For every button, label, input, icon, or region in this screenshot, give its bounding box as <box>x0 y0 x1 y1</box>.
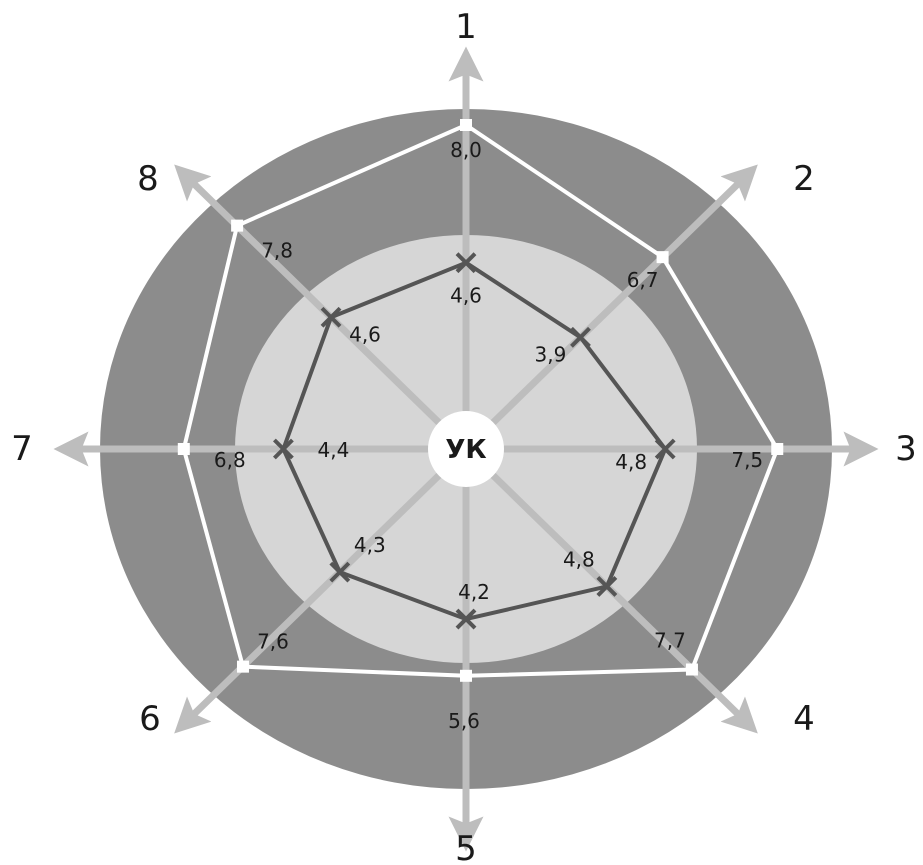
series-2-label-7: 4,4 <box>317 438 349 462</box>
series-1-label-5: 5,6 <box>448 709 480 733</box>
series-2-point-4 <box>596 576 618 597</box>
axis-line-6 <box>174 446 469 734</box>
series-1-label-7: 6,8 <box>214 448 246 472</box>
axis-number-7: 7 <box>11 429 33 469</box>
series-1-point-1 <box>460 119 472 131</box>
series-2-point-3 <box>654 438 676 460</box>
axis-number-6: 6 <box>139 699 161 739</box>
series-1-point-3 <box>771 443 784 455</box>
series-2-point-1 <box>455 252 477 274</box>
series-1-point-4 <box>685 663 698 676</box>
series-1-point-5 <box>460 669 472 682</box>
series-1-label-4: 7,7 <box>654 629 686 653</box>
series-2-point-2 <box>570 326 591 348</box>
series-2-label-8: 4,6 <box>349 322 381 346</box>
center-disc <box>428 411 504 487</box>
axis-numbers: 1 2 3 4 5 6 7 8 <box>11 7 917 865</box>
series-1-point-6 <box>236 660 249 673</box>
series <box>177 119 784 682</box>
series-1-label-2: 6,7 <box>627 268 659 292</box>
series-2-point-5 <box>455 608 477 630</box>
series-1-point-8 <box>231 219 244 232</box>
axis-number-1: 1 <box>455 7 477 47</box>
series-2-point-6 <box>329 561 351 583</box>
series-2-point-7 <box>272 438 294 460</box>
series-2-label-4: 4,8 <box>563 547 595 571</box>
axis-number-2: 2 <box>793 159 815 199</box>
value-labels: 8,0 6,7 7,5 7,7 5,6 7,6 6,8 7,8 4,6 3,9 4,8 4,8 4,2 4… <box>214 138 763 733</box>
axis-number-8: 8 <box>137 159 159 199</box>
series-1-label-3: 7,5 <box>731 448 763 472</box>
series-2-label-3: 4,8 <box>615 450 647 474</box>
series-1-point-7 <box>177 443 190 455</box>
series-1-point-2 <box>656 251 669 264</box>
series-2-label-6: 4,3 <box>354 533 386 557</box>
axis-line-2 <box>463 164 758 452</box>
axis-number-3: 3 <box>895 429 917 469</box>
series-2-label-2: 3,9 <box>535 342 567 366</box>
series-1-label-1: 8,0 <box>450 138 482 162</box>
center-label: УК <box>445 435 486 465</box>
series-1-label-6: 7,6 <box>257 630 289 654</box>
series-2-point-8 <box>320 306 342 328</box>
series-1-label-8: 7,8 <box>261 239 293 263</box>
series-2-label-1: 4,6 <box>450 284 482 308</box>
axis-number-5: 5 <box>455 829 477 865</box>
axis-number-4: 4 <box>793 699 815 739</box>
series-2-label-5: 4,2 <box>458 580 490 604</box>
